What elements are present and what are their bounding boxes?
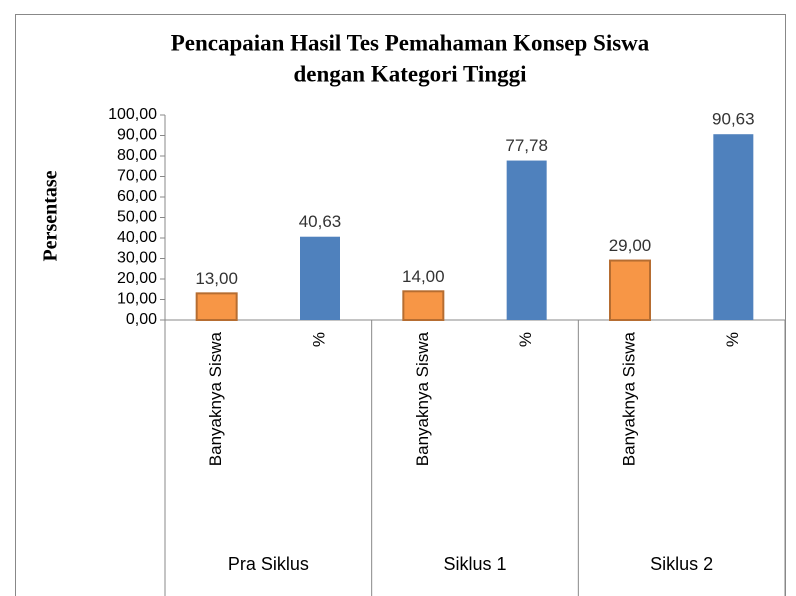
- x-tick-label: Banyaknya Siswa: [619, 331, 638, 466]
- chart-title: Pencapaian Hasil Tes Pemahaman Konsep Si…: [171, 30, 650, 55]
- x-tick-label: Banyaknya Siswa: [413, 331, 432, 466]
- data-label: 29,00: [609, 236, 652, 255]
- data-label: 77,78: [505, 136, 548, 155]
- bar: [609, 259, 651, 321]
- group-label: Siklus 1: [443, 554, 506, 574]
- y-tick-label: 10,00: [117, 291, 157, 308]
- bar: [506, 160, 547, 320]
- y-tick-label: 30,00: [117, 250, 157, 267]
- bar: [713, 134, 754, 320]
- data-label: 90,63: [712, 110, 755, 129]
- y-tick-label: 0,00: [126, 311, 157, 328]
- y-tick-label: 80,00: [117, 147, 157, 164]
- y-tick-label: 20,00: [117, 270, 157, 287]
- chart-frame: [15, 14, 786, 596]
- y-tick-label: 40,00: [117, 229, 157, 246]
- chart-title: dengan Kategori Tinggi: [293, 61, 527, 86]
- bar: [300, 236, 340, 320]
- y-tick-label: 70,00: [117, 168, 157, 185]
- x-tick-label: %: [723, 332, 742, 347]
- y-tick-label: 60,00: [117, 188, 157, 205]
- group-label: Pra Siklus: [228, 554, 309, 574]
- group-label: Siklus 2: [650, 554, 713, 574]
- data-label: 40,63: [299, 212, 342, 231]
- y-tick-label: 100,00: [108, 106, 157, 123]
- y-tick-label: 90,00: [117, 127, 157, 144]
- x-tick-label: Banyaknya Siswa: [206, 331, 225, 466]
- bar: [402, 290, 445, 321]
- data-label: 14,00: [402, 267, 445, 286]
- data-label: 13,00: [195, 269, 238, 288]
- y-axis-label: Persentase: [40, 170, 62, 261]
- x-tick-label: %: [309, 332, 328, 347]
- bar: [195, 292, 238, 322]
- y-tick-label: 50,00: [117, 209, 157, 226]
- x-tick-label: %: [516, 332, 535, 347]
